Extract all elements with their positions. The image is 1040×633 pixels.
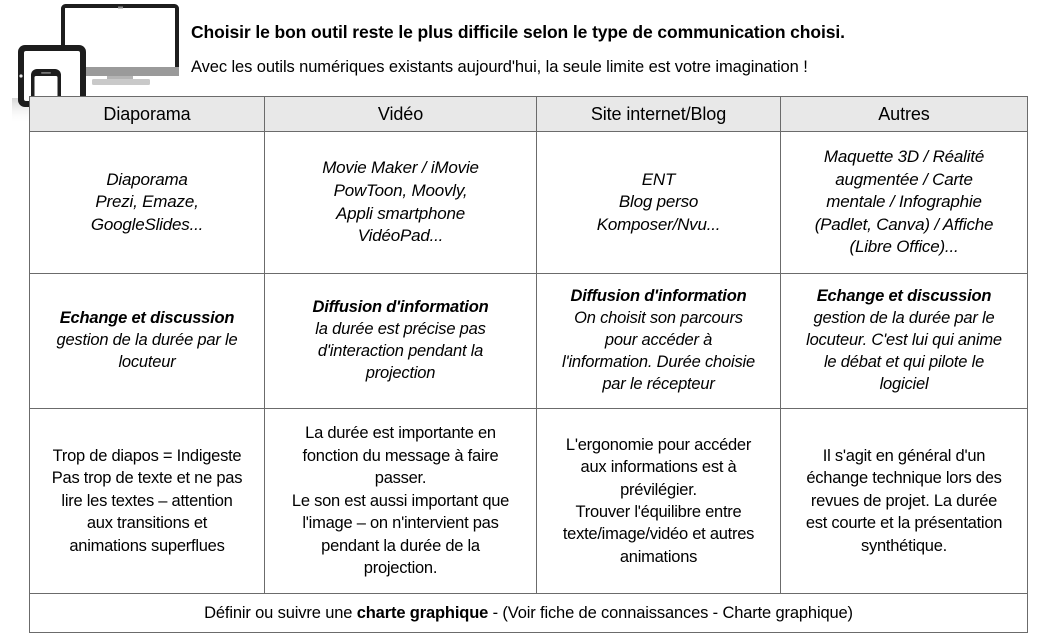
column-header-autres: Autres bbox=[780, 96, 1028, 132]
column-header-video: Vidéo bbox=[264, 96, 537, 132]
cell-advice-site-internet-blog: L'ergonomie pour accéder aux information… bbox=[536, 408, 781, 594]
usage-line: le débat et qui pilote le bbox=[823, 352, 985, 371]
cell-advice-video: La durée est importante en fonction du m… bbox=[264, 408, 537, 594]
usage-line: locuteur. C'est lui qui anime bbox=[806, 331, 1002, 350]
tools-line: mentale / Infographie bbox=[826, 192, 982, 212]
usage-line: la durée est précise pas bbox=[315, 320, 486, 339]
tools-line: GoogleSlides... bbox=[90, 214, 204, 234]
usage-lead: Diffusion d'information bbox=[312, 298, 489, 317]
tools-line: Blog perso bbox=[618, 192, 699, 212]
cell-usage-video: Diffusion d'information la durée est pré… bbox=[264, 273, 537, 409]
tools-line: VidéoPad... bbox=[357, 226, 444, 246]
cell-advice-autres: Il s'agit en général d'un échange techni… bbox=[780, 408, 1028, 594]
tools-line: PowToon, Moovly, bbox=[333, 180, 468, 200]
advice-line: passer. bbox=[374, 469, 427, 488]
desktop-monitor-icon bbox=[61, 4, 179, 85]
usage-line: On choisit son parcours bbox=[574, 309, 743, 328]
advice-line: pendant la durée de la bbox=[321, 536, 480, 555]
advice-line: projection. bbox=[363, 559, 438, 578]
usage-line: l'information. Durée choisie bbox=[562, 352, 755, 371]
advice-line: animations bbox=[619, 547, 698, 566]
cell-tools-diaporama: Diaporama Prezi, Emaze, GoogleSlides... bbox=[29, 131, 265, 274]
advice-line: Il s'agit en général d'un bbox=[822, 446, 986, 465]
usage-line: locuteur bbox=[118, 352, 176, 371]
advice-line: aux transitions et bbox=[86, 514, 208, 533]
advice-line: aux informations est à bbox=[580, 458, 737, 477]
usage-lead: Echange et discussion bbox=[59, 309, 235, 328]
table-row-advice: Trop de diapos = Indigeste Pas trop de t… bbox=[29, 408, 1028, 594]
tools-line: (Libre Office)... bbox=[849, 237, 959, 257]
table-row-usage: Echange et discussion gestion de la duré… bbox=[29, 273, 1028, 409]
advice-line: Pas trop de texte et ne pas bbox=[51, 469, 243, 488]
tools-line: ENT bbox=[641, 169, 676, 189]
usage-line: gestion de la durée par le bbox=[56, 331, 238, 350]
usage-lead: Diffusion d'information bbox=[570, 287, 747, 306]
usage-line: par le récepteur bbox=[602, 374, 715, 393]
advice-line: animations superflues bbox=[69, 536, 225, 555]
page-headline: Choisir le bon outil reste le plus diffi… bbox=[191, 22, 845, 42]
table-row-tools: Diaporama Prezi, Emaze, GoogleSlides... … bbox=[29, 131, 1028, 274]
tools-line: Maquette 3D / Réalité bbox=[823, 146, 985, 166]
cell-footer-charte-graphique: Définir ou suivre une charte graphique -… bbox=[29, 593, 1028, 633]
cell-usage-site-internet-blog: Diffusion d'information On choisit son p… bbox=[536, 273, 781, 409]
advice-line: Trouver l'équilibre entre bbox=[575, 503, 742, 521]
advice-line: Le son est aussi important que bbox=[291, 491, 510, 510]
cell-tools-video: Movie Maker / iMovie PowToon, Moovly, Ap… bbox=[264, 131, 537, 274]
usage-line: pour accéder à bbox=[604, 331, 713, 350]
tools-line: Movie Maker / iMovie bbox=[322, 158, 479, 178]
usage-lead: Echange et discussion bbox=[816, 287, 992, 306]
usage-line: logiciel bbox=[879, 374, 929, 393]
advice-line: revues de projet. La durée bbox=[810, 491, 998, 510]
advice-line: texte/image/vidéo et autres bbox=[562, 525, 755, 544]
tools-line: Appli smartphone bbox=[335, 203, 466, 223]
communication-tools-table: Diaporama Vidéo Site internet/Blog Autre… bbox=[29, 96, 1028, 633]
advice-line: est courte et la présentation bbox=[805, 514, 1003, 533]
cell-tools-site-internet-blog: ENT Blog perso Komposer/Nvu... bbox=[536, 131, 781, 274]
cell-tools-autres: Maquette 3D / Réalité augmentée / Carte … bbox=[780, 131, 1028, 274]
advice-line: prévilégier. bbox=[620, 480, 697, 499]
tools-line: (Padlet, Canva) / Affiche bbox=[814, 214, 994, 234]
usage-line: projection bbox=[365, 363, 436, 382]
tools-line: Prezi, Emaze, bbox=[95, 192, 199, 212]
table-header-row: Diaporama Vidéo Site internet/Blog Autre… bbox=[29, 96, 1028, 132]
advice-line: La durée est importante en bbox=[305, 424, 496, 443]
column-header-diaporama: Diaporama bbox=[29, 96, 265, 132]
advice-line: l'image – on n'intervient pas bbox=[302, 514, 499, 533]
advice-line: Trop de diapos = Indigeste bbox=[52, 446, 242, 465]
usage-line: d'interaction pendant la bbox=[317, 342, 484, 360]
cell-advice-diaporama: Trop de diapos = Indigeste Pas trop de t… bbox=[29, 408, 265, 594]
page-subline: Avec les outils numériques existants auj… bbox=[191, 57, 808, 76]
table-footer-row: Définir ou suivre une charte graphique -… bbox=[29, 593, 1028, 633]
advice-line: échange technique lors des bbox=[806, 469, 1002, 488]
advice-line: L'ergonomie pour accéder bbox=[565, 435, 752, 454]
advice-line: synthétique. bbox=[861, 536, 947, 555]
advice-line: fonction du message à faire bbox=[302, 446, 499, 465]
cell-usage-diaporama: Echange et discussion gestion de la duré… bbox=[29, 273, 265, 409]
header-text-block: Choisir le bon outil reste le plus diffi… bbox=[191, 22, 1033, 78]
tools-line: Diaporama bbox=[106, 169, 188, 189]
tools-line: Komposer/Nvu... bbox=[596, 214, 721, 234]
cell-usage-autres: Echange et discussion gestion de la duré… bbox=[780, 273, 1028, 409]
advice-line: lire les textes – attention bbox=[61, 491, 233, 510]
column-header-site-internet-blog: Site internet/Blog bbox=[536, 96, 781, 132]
usage-line: gestion de la durée par le bbox=[813, 309, 995, 328]
tools-line: augmentée / Carte bbox=[835, 169, 973, 189]
